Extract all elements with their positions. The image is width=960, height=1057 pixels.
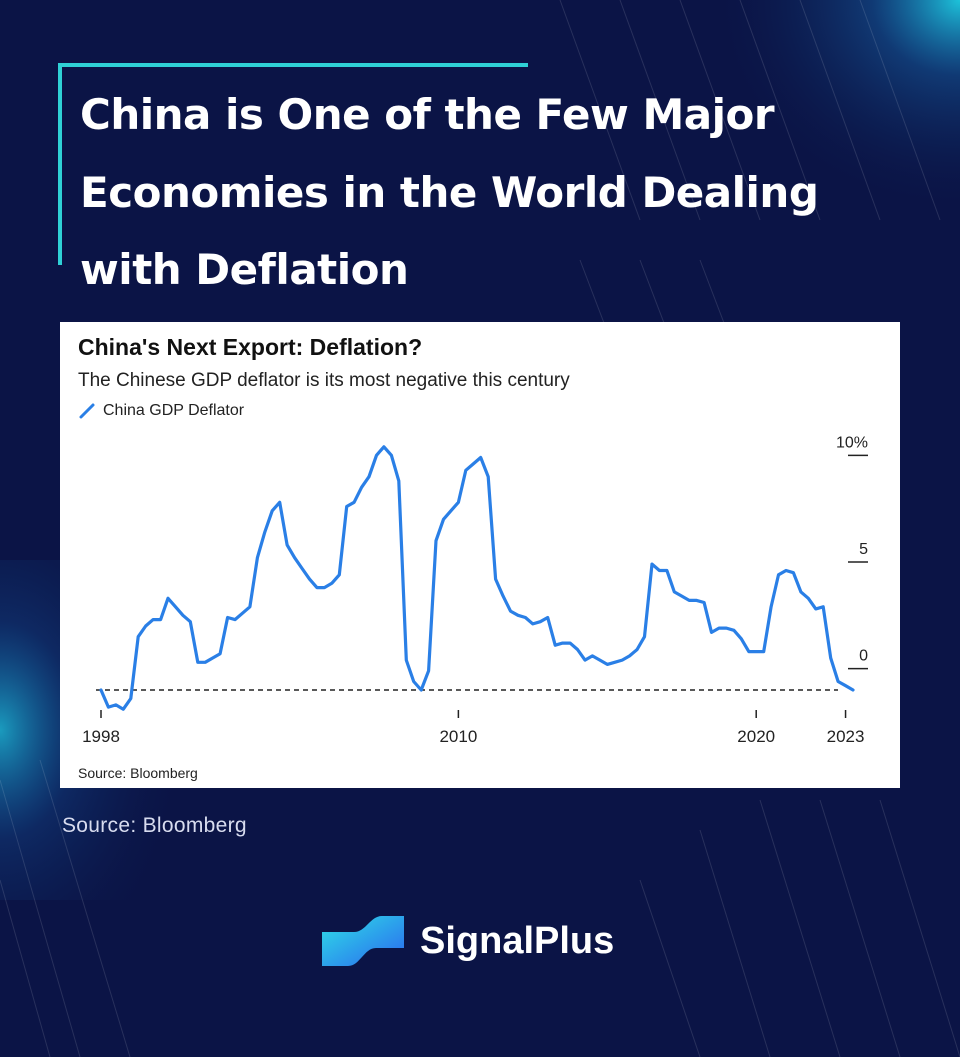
background-stripe: [559, 0, 641, 221]
chart-title: China's Next Export: Deflation?: [78, 334, 423, 360]
background-stripe: [0, 779, 81, 1057]
signalplus-logo-icon: [322, 916, 404, 966]
background-stripe: [679, 0, 761, 221]
background-stripe: [619, 0, 701, 221]
background-stripe: [0, 879, 51, 1057]
x-tick-label: 2023: [827, 727, 865, 746]
background-stripe: [859, 0, 941, 221]
chart-card: 10% 5 0 1998 2010 2020 2023 China's Next Expor…: [60, 322, 900, 788]
chart-subtitle: The Chinese GDP deflator is its most neg…: [78, 370, 570, 391]
headline: China is One of the Few Major Economies …: [80, 90, 819, 295]
chart-legend: China GDP Deflator: [78, 402, 244, 420]
brand-name: SignalPlus: [420, 919, 615, 962]
y-tick-label: 10%: [836, 434, 868, 451]
legend-line-icon: [79, 403, 95, 419]
legend-label: China GDP Deflator: [103, 402, 245, 419]
background-stripe: [639, 879, 701, 1057]
background-stripe: [39, 759, 131, 1057]
line-chart: 10% 5 0 1998 2010 2020 2023: [82, 434, 868, 746]
x-tick-label: 2010: [439, 727, 477, 746]
background-stripe: [879, 799, 960, 1057]
headline-accent-frame: [58, 63, 528, 265]
x-tick-label: 1998: [82, 727, 120, 746]
y-tick-label: 0: [859, 648, 868, 665]
background-stripe: [699, 829, 771, 1057]
background-stripe: [819, 799, 901, 1057]
chart-source: Source: Bloomberg: [78, 765, 198, 781]
brand: SignalPlus: [320, 910, 614, 972]
y-tick-label: 5: [859, 541, 868, 558]
background-stripe: [739, 0, 821, 221]
background-stripe: [799, 0, 881, 221]
series-line-china-gdp-deflator: [99, 445, 855, 711]
x-tick-label: 2020: [737, 727, 775, 746]
page-source: Source: Bloomberg: [62, 814, 247, 837]
background-stripe: [759, 799, 841, 1057]
